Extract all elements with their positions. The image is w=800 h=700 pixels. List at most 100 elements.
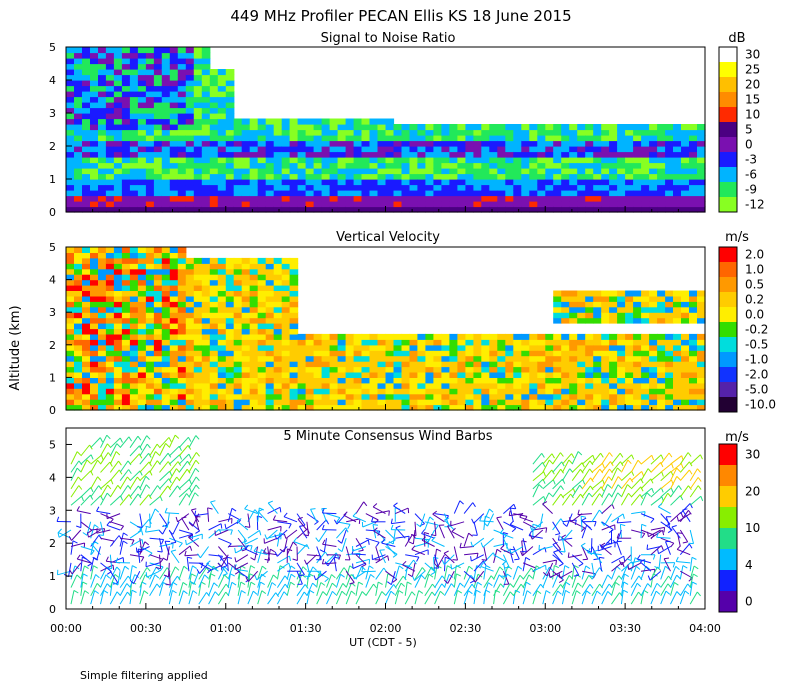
wind-barb: [306, 589, 315, 605]
heatmap-cell: [249, 323, 259, 330]
heatmap-cell: [129, 312, 139, 319]
wind-barb: [109, 591, 121, 605]
heatmap-cell: [249, 157, 259, 164]
heatmap-cell: [553, 361, 562, 368]
heatmap-cell: [585, 162, 594, 169]
heatmap-cell: [641, 382, 650, 389]
heatmap-cell: [177, 404, 187, 411]
heatmap-cell: [233, 190, 243, 197]
heatmap-cell: [121, 102, 131, 109]
wind-barb: [407, 562, 416, 578]
heatmap-cell: [129, 63, 139, 70]
heatmap-cell: [625, 190, 634, 197]
heatmap-cell: [361, 157, 371, 164]
heatmap-cell: [153, 333, 163, 340]
heatmap-cell: [113, 268, 123, 275]
heatmap-cell: [505, 206, 514, 213]
heatmap-cell: [401, 382, 411, 389]
heatmap-cell: [569, 179, 578, 186]
heatmap-cell: [169, 323, 179, 330]
heatmap-cell: [161, 190, 171, 197]
heatmap-cell: [537, 129, 546, 136]
heatmap-cell: [673, 151, 682, 158]
heatmap-cell: [217, 355, 227, 362]
heatmap-cell: [145, 179, 155, 186]
heatmap-cell: [129, 247, 139, 253]
heatmap-cell: [105, 404, 115, 411]
wind-barb: [581, 517, 593, 531]
heatmap-cell: [82, 74, 91, 81]
heatmap-cell: [473, 162, 482, 169]
colorbar-unit: m/s: [725, 430, 749, 445]
heatmap-cell: [241, 274, 251, 281]
heatmap-cell: [305, 350, 315, 357]
heatmap-cell: [74, 263, 83, 270]
heatmap-cell: [153, 301, 163, 308]
heatmap-cell: [497, 388, 506, 395]
heatmap-cell: [505, 372, 514, 378]
heatmap-cell: [241, 355, 251, 362]
heatmap-cell: [369, 190, 379, 197]
heatmap-cell: [625, 399, 634, 406]
heatmap-cell: [98, 247, 107, 253]
heatmap-cell: [601, 290, 610, 297]
heatmap-cell: [353, 372, 363, 378]
heatmap-cell: [489, 382, 498, 389]
heatmap-cell: [649, 201, 658, 208]
heatmap-cell: [641, 366, 650, 373]
heatmap-cell: [98, 91, 107, 98]
heatmap-cell: [497, 372, 506, 378]
heatmap-cell: [353, 195, 363, 202]
heatmap-cell: [265, 140, 275, 147]
heatmap-cell: [505, 129, 514, 136]
heatmap-cell: [273, 129, 283, 136]
heatmap-cell: [201, 388, 211, 395]
heatmap-cell: [161, 201, 171, 208]
heatmap-cell: [177, 118, 187, 125]
heatmap-cell: [505, 146, 514, 153]
wind-barb: [109, 460, 122, 473]
wind-barb: [689, 485, 702, 498]
heatmap-cell: [633, 355, 642, 362]
wind-barb: [640, 478, 654, 490]
heatmap-cell: [465, 355, 474, 362]
heatmap-cell: [82, 312, 91, 319]
wind-barb: [194, 510, 209, 517]
heatmap-cell: [321, 184, 331, 191]
y-tick-label: 3: [49, 306, 56, 319]
heatmap-cell: [74, 206, 83, 213]
wind-barb: [657, 546, 671, 555]
heatmap-cell: [137, 263, 147, 270]
heatmap-cell: [481, 162, 490, 169]
heatmap-cell: [601, 173, 610, 180]
heatmap-cell: [553, 140, 562, 147]
wind-barb: [109, 566, 121, 580]
heatmap-cell: [233, 140, 243, 147]
heatmap-cell: [281, 173, 291, 180]
heatmap-cell: [585, 146, 594, 153]
heatmap-cell: [297, 124, 307, 131]
heatmap-cell: [369, 179, 379, 186]
heatmap-cell: [457, 388, 466, 395]
heatmap-cell: [105, 63, 115, 70]
heatmap-cell: [281, 118, 291, 125]
wind-barb: [286, 565, 296, 580]
heatmap-cell: [82, 247, 91, 253]
heatmap-cell: [457, 201, 466, 208]
heatmap-cell: [585, 372, 594, 378]
heatmap-cell: [633, 157, 642, 164]
heatmap-cell: [353, 399, 363, 406]
heatmap-cell: [641, 404, 650, 411]
heatmap-cell: [681, 361, 690, 368]
heatmap-cell: [137, 52, 147, 59]
heatmap-cell: [177, 52, 187, 59]
heatmap-cell: [497, 151, 506, 158]
wind-barb: [552, 570, 564, 584]
heatmap-cell: [74, 323, 83, 330]
heatmap-cell: [193, 179, 203, 186]
heatmap-cell: [137, 206, 147, 213]
heatmap-cell: [361, 162, 371, 169]
heatmap-cell: [401, 151, 411, 158]
heatmap-cell: [649, 157, 658, 164]
heatmap-cell: [369, 361, 379, 368]
